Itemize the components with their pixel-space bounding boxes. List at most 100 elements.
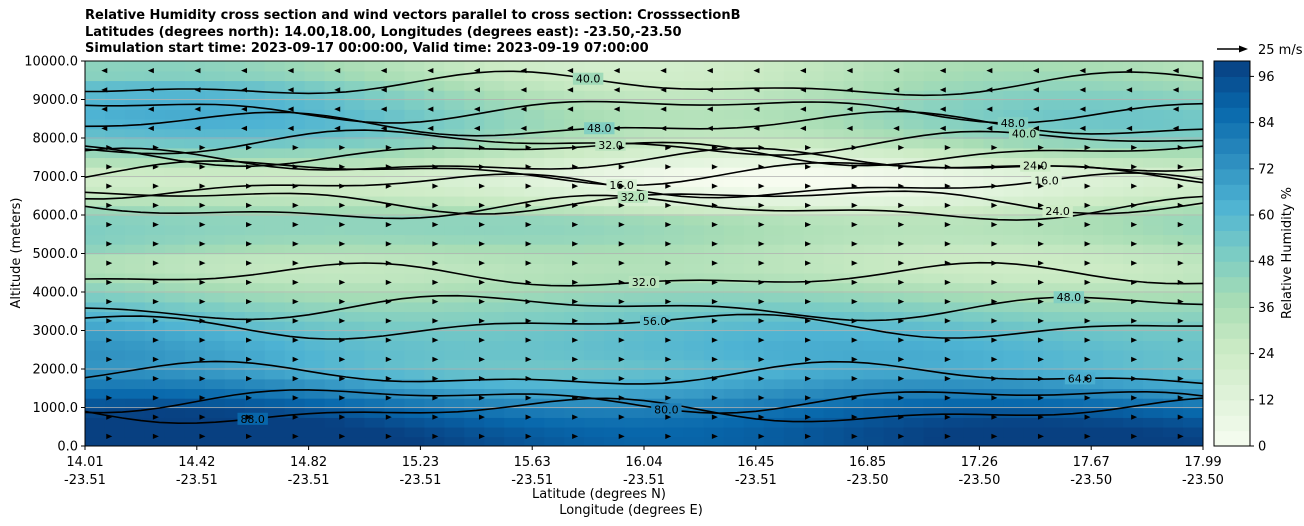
humidity-cell	[1123, 436, 1144, 446]
humidity-cell	[144, 436, 166, 446]
humidity-cell	[484, 186, 506, 197]
humidity-cell	[564, 118, 585, 130]
humidity-cell	[1063, 359, 1085, 370]
y-tick-label: 4000.0	[33, 286, 79, 301]
humidity-cell	[943, 340, 965, 351]
wind-vector-icon	[292, 337, 299, 343]
humidity-cell	[1023, 426, 1045, 438]
humidity-cell	[224, 340, 246, 351]
humidity-cell	[384, 205, 406, 216]
title-line-1: Relative Humidity cross section and wind…	[85, 8, 741, 23]
humidity-cell	[85, 340, 106, 351]
x-tick-label-lat: 16.85	[849, 455, 886, 470]
humidity-cell	[1083, 147, 1104, 159]
wind-vector-icon	[385, 241, 392, 247]
humidity-cell	[344, 397, 366, 409]
humidity-cell	[264, 138, 286, 149]
humidity-cell	[1043, 359, 1065, 370]
wind-vector-icon	[339, 279, 346, 285]
humidity-cell	[1123, 263, 1144, 274]
humidity-cell	[324, 224, 346, 236]
humidity-cell	[264, 292, 286, 303]
humidity-cell	[444, 99, 466, 110]
wind-vector-icon	[991, 260, 998, 266]
humidity-cell	[384, 369, 406, 380]
wind-vector-icon	[101, 87, 108, 93]
humidity-cell	[1043, 186, 1065, 197]
humidity-cell	[124, 234, 146, 245]
humidity-cell	[823, 397, 845, 409]
humidity-cell	[544, 426, 565, 438]
colorbar-swatch	[1214, 245, 1250, 262]
humidity-cell	[1063, 340, 1085, 351]
humidity-cell	[1123, 186, 1144, 197]
wind-vector-icon	[385, 318, 392, 324]
humidity-cell	[1163, 330, 1184, 341]
wind-vector-icon	[800, 106, 807, 112]
humidity-cell	[524, 61, 545, 72]
colorbar-tick-label: 84	[1258, 116, 1275, 131]
humidity-cell	[663, 330, 685, 341]
humidity-cell	[164, 330, 186, 341]
humidity-cell	[424, 282, 446, 293]
wind-vector-icon	[152, 241, 159, 247]
humidity-cell	[923, 224, 945, 236]
humidity-cell	[903, 369, 925, 380]
humidity-cell	[1103, 359, 1124, 370]
wind-vector-icon	[106, 260, 113, 266]
humidity-cell	[344, 243, 366, 255]
humidity-cell	[1083, 359, 1104, 370]
humidity-cell	[484, 166, 506, 178]
humidity-cell	[1043, 397, 1065, 409]
wind-vector-icon	[432, 260, 439, 266]
humidity-cell	[1163, 215, 1184, 226]
humidity-cell	[883, 272, 905, 284]
humidity-cell	[344, 330, 366, 341]
humidity-cell	[284, 205, 306, 216]
wind-vector-icon	[991, 414, 998, 420]
wind-vector-icon	[1126, 125, 1133, 131]
humidity-cell	[1183, 417, 1203, 428]
humidity-cell	[1003, 359, 1025, 370]
humidity-cell	[644, 369, 665, 380]
humidity-cell	[683, 311, 705, 322]
humidity-cell	[843, 340, 865, 351]
x-tick-label-lat: 14.01	[66, 455, 103, 470]
humidity-cell	[564, 426, 585, 438]
humidity-cell	[763, 340, 785, 351]
humidity-cell	[863, 320, 885, 332]
humidity-cell	[823, 292, 845, 303]
humidity-cell	[663, 263, 685, 274]
wind-vector-icon	[246, 241, 253, 247]
humidity-cell	[544, 369, 565, 380]
wind-vector-icon	[665, 318, 672, 324]
contour-label: 32.0	[598, 139, 623, 152]
humidity-cell	[184, 234, 206, 245]
wind-vector-icon	[147, 106, 154, 112]
wind-vector-icon	[525, 318, 532, 324]
humidity-cell	[444, 340, 466, 351]
humidity-cell	[244, 89, 266, 101]
humidity-cell	[184, 128, 206, 139]
humidity-cell	[264, 407, 286, 418]
humidity-cell	[164, 186, 186, 197]
humidity-cell	[983, 378, 1005, 390]
wind-vector-icon	[711, 318, 718, 324]
humidity-cell	[723, 118, 745, 130]
contour-label: 24.0	[1023, 160, 1048, 173]
humidity-cell	[344, 292, 366, 303]
humidity-cell	[444, 128, 466, 139]
humidity-cell	[903, 397, 925, 409]
humidity-cell	[1023, 89, 1045, 101]
humidity-cell	[624, 292, 645, 303]
humidity-cell	[464, 426, 486, 438]
humidity-cell	[723, 436, 745, 446]
humidity-cell	[783, 118, 805, 130]
humidity-cell	[424, 138, 446, 149]
humidity-cell	[244, 282, 266, 293]
humidity-cell	[364, 205, 386, 216]
humidity-cell	[843, 147, 865, 159]
humidity-cell	[783, 186, 805, 197]
humidity-cell	[184, 215, 206, 226]
wind-vector-icon	[572, 433, 579, 439]
